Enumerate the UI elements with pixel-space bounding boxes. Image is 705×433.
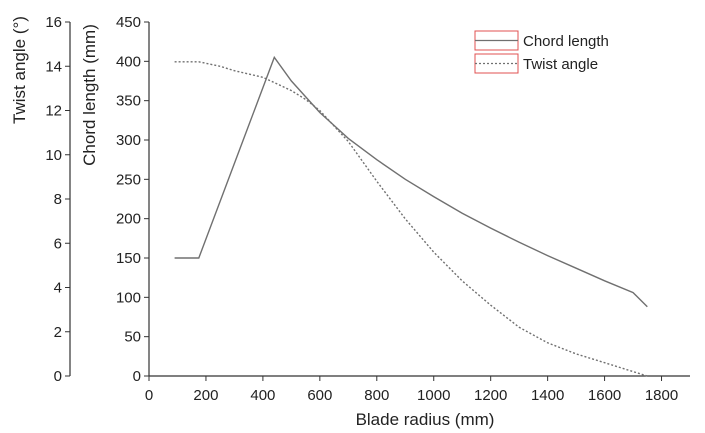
x-tick-label: 800 — [364, 387, 389, 404]
x-tick-label: 1600 — [588, 387, 621, 404]
chord-length-tick-label: 150 — [116, 250, 141, 267]
twist-angle-tick-label: 4 — [54, 280, 62, 297]
x-tick-label: 200 — [193, 387, 218, 404]
chord-length-axis-title: Chord length (mm) — [80, 24, 99, 166]
x-tick-label: 1200 — [474, 387, 507, 404]
x-tick-label: 0 — [145, 387, 153, 404]
twist-angle-tick-label: 16 — [45, 14, 62, 31]
twist-angle-tick-label: 6 — [54, 235, 62, 252]
chord-length-tick-label: 350 — [116, 93, 141, 110]
twist-angle-axis-title: Twist angle (°) — [10, 16, 29, 124]
x-tick-label: 400 — [250, 387, 275, 404]
x-tick-label: 1400 — [531, 387, 564, 404]
twist-angle-tick-label: 2 — [54, 324, 62, 341]
twist-angle-tick-label: 8 — [54, 191, 62, 208]
series-line-twist-angle — [174, 61, 648, 377]
twist-angle-tick-label: 12 — [45, 103, 62, 120]
twist-angle-tick-label: 14 — [45, 58, 62, 75]
twist-angle-tick-label: 0 — [54, 368, 62, 385]
chord-length-tick-label: 0 — [133, 368, 141, 385]
chord-length-tick-label: 300 — [116, 132, 141, 149]
chord-length-tick-label: 250 — [116, 171, 141, 188]
chord-length-tick-label: 450 — [116, 14, 141, 31]
x-tick-label: 1800 — [645, 387, 678, 404]
chord-length-tick-label: 50 — [124, 329, 141, 346]
chord-length-tick-label: 200 — [116, 211, 141, 228]
chord-length-tick-label: 100 — [116, 289, 141, 306]
legend-label-chord-length: Chord length — [523, 33, 609, 50]
x-tick-label: 600 — [307, 387, 332, 404]
axes: 0 200 400 600 800 1000 1200 1400 1600 18000501001… — [45, 14, 690, 404]
x-tick-label: 1000 — [417, 387, 450, 404]
x-axis-title: Blade radius (mm) — [356, 410, 495, 429]
legend: Chord length Twist angle — [474, 30, 609, 74]
series-group — [174, 55, 648, 377]
legend-label-twist-angle: Twist angle — [523, 56, 598, 73]
series-line-chord-length — [174, 55, 648, 308]
chord-length-tick-label: 400 — [116, 53, 141, 70]
twist-angle-tick-label: 10 — [45, 147, 62, 164]
